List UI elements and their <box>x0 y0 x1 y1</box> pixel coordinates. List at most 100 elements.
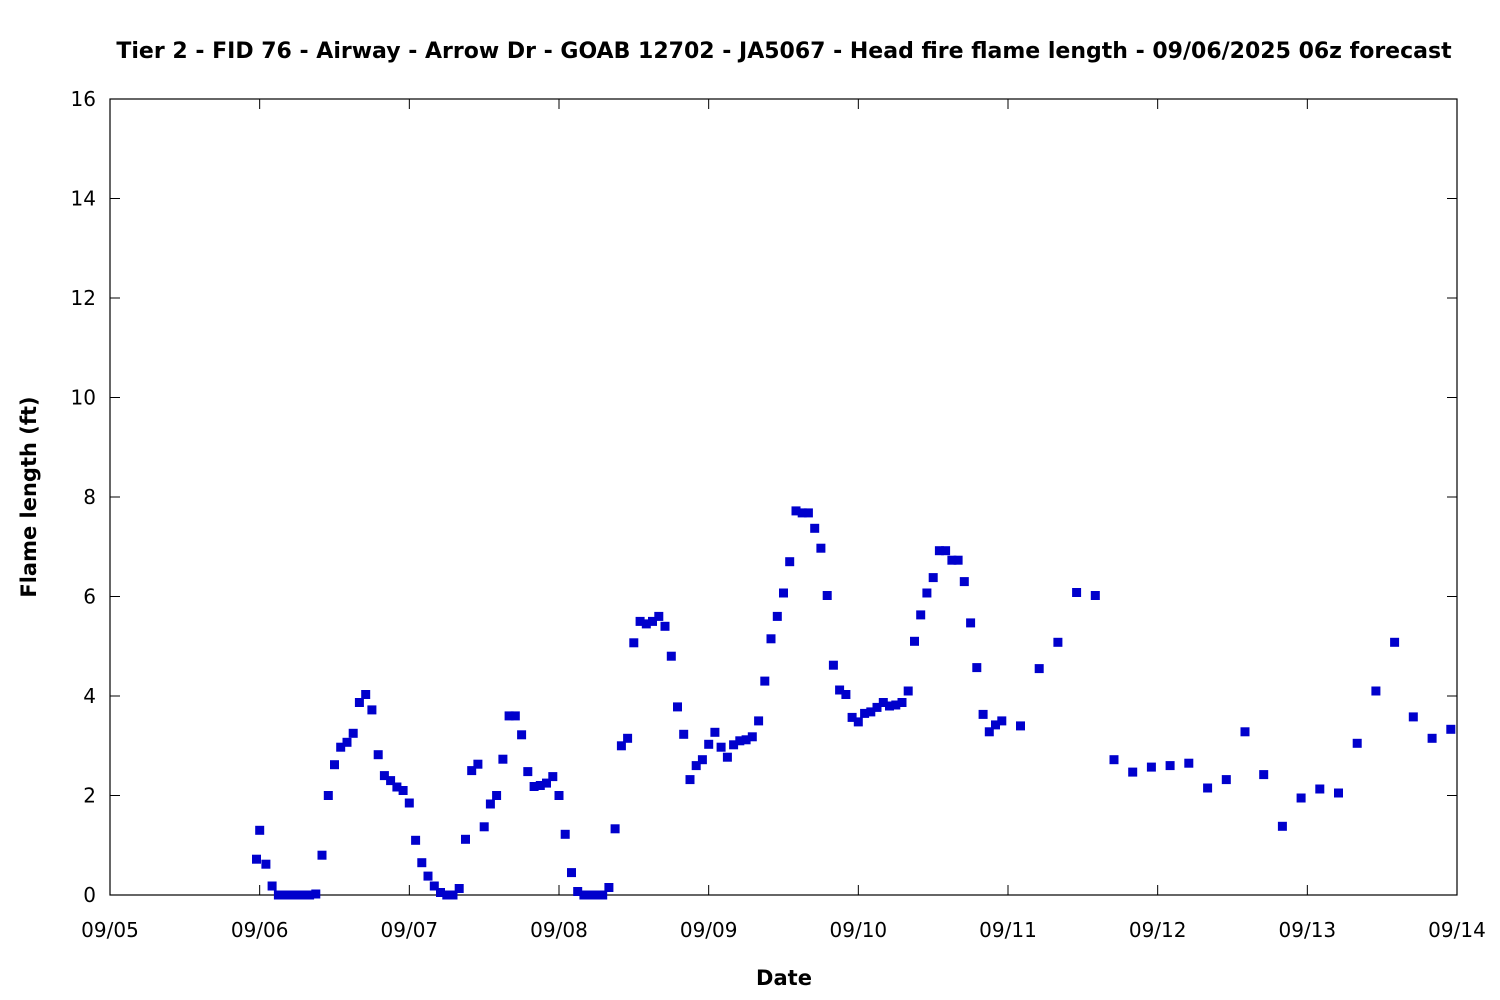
data-point <box>1446 724 1456 734</box>
data-point <box>573 887 583 896</box>
data-point <box>317 850 327 860</box>
data-point <box>411 835 421 845</box>
data-point <box>1408 712 1418 722</box>
data-point <box>305 890 315 900</box>
data-point <box>704 739 714 749</box>
y-tick-label: 10 <box>71 386 96 410</box>
data-point <box>510 711 520 721</box>
data-point <box>267 881 277 891</box>
data-point <box>785 557 795 567</box>
data-point <box>330 760 339 770</box>
data-point <box>504 711 514 721</box>
data-point <box>747 732 757 742</box>
x-tick-label: 09/07 <box>381 918 439 942</box>
data-point <box>966 618 976 628</box>
data-point <box>1128 767 1138 777</box>
data-point <box>598 890 608 900</box>
data-point <box>941 546 951 556</box>
x-tick-label: 09/14 <box>1428 918 1486 942</box>
data-point <box>467 766 477 776</box>
data-point <box>386 776 396 786</box>
y-tick-label: 14 <box>71 187 96 211</box>
data-point <box>885 701 894 711</box>
data-point <box>1390 637 1400 647</box>
data-point <box>273 890 283 900</box>
data-point <box>853 717 863 727</box>
data-point <box>1240 727 1250 737</box>
data-point <box>610 824 620 834</box>
data-point <box>1165 761 1175 771</box>
data-point <box>361 690 371 699</box>
data-points <box>252 506 1456 900</box>
data-point <box>373 750 383 760</box>
data-point <box>1146 762 1156 772</box>
data-point <box>641 619 651 629</box>
data-point <box>779 588 788 598</box>
data-point <box>1259 770 1269 780</box>
data-point <box>348 728 358 738</box>
data-point <box>903 686 913 696</box>
y-tick-label: 4 <box>83 684 96 708</box>
data-point <box>828 660 838 670</box>
y-tick-label: 8 <box>83 485 96 509</box>
data-point <box>1277 821 1287 831</box>
data-point <box>822 591 832 600</box>
x-tick-label: 09/11 <box>979 918 1037 942</box>
data-point <box>984 727 994 737</box>
data-point <box>679 729 689 739</box>
data-point <box>648 616 657 626</box>
data-point <box>1315 784 1325 794</box>
data-point <box>342 737 352 747</box>
data-point <box>1427 733 1437 743</box>
data-point <box>1072 588 1082 597</box>
data-point <box>567 868 576 878</box>
data-point <box>685 775 695 785</box>
data-point <box>1034 664 1044 674</box>
data-point <box>311 889 321 899</box>
data-point <box>442 890 452 900</box>
x-tick-label: 09/06 <box>231 918 289 942</box>
data-point <box>997 716 1007 726</box>
x-tick-label: 09/13 <box>1279 918 1337 942</box>
data-point <box>947 555 957 565</box>
data-point <box>916 610 926 620</box>
data-point <box>691 761 701 771</box>
data-point <box>766 634 776 644</box>
data-point <box>666 651 676 661</box>
data-point <box>629 638 639 648</box>
data-point <box>741 735 751 745</box>
data-point <box>1334 788 1343 798</box>
y-tick-label: 0 <box>83 883 96 907</box>
data-point <box>529 782 539 791</box>
y-tick-label: 16 <box>71 87 96 111</box>
data-point <box>754 716 764 726</box>
data-point <box>878 698 888 707</box>
data-point <box>429 881 439 891</box>
data-point <box>354 698 364 707</box>
data-point <box>791 506 801 516</box>
data-point <box>953 555 963 565</box>
data-point <box>729 740 739 750</box>
data-point <box>1090 591 1100 600</box>
x-tick-label: 09/12 <box>1129 918 1187 942</box>
data-point <box>866 707 876 717</box>
data-point <box>803 508 813 518</box>
data-point <box>722 752 732 762</box>
data-point <box>473 759 483 769</box>
data-point <box>860 708 870 718</box>
data-point <box>492 791 502 800</box>
plot-frame <box>109 98 1458 896</box>
data-point <box>535 781 545 790</box>
data-point <box>716 742 726 752</box>
x-tick-label: 09/09 <box>680 918 738 942</box>
data-point <box>959 577 969 587</box>
data-point <box>872 702 882 712</box>
data-point <box>298 890 308 900</box>
data-point <box>810 523 820 533</box>
data-point <box>760 676 770 686</box>
data-point <box>323 791 333 800</box>
data-point <box>261 859 271 869</box>
data-point <box>635 616 645 626</box>
data-point <box>847 712 857 722</box>
data-point <box>660 621 670 631</box>
